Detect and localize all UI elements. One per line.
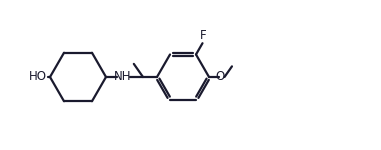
Text: HO: HO bbox=[29, 70, 47, 84]
Text: O: O bbox=[215, 70, 225, 84]
Text: F: F bbox=[200, 29, 207, 42]
Text: NH: NH bbox=[114, 70, 132, 84]
